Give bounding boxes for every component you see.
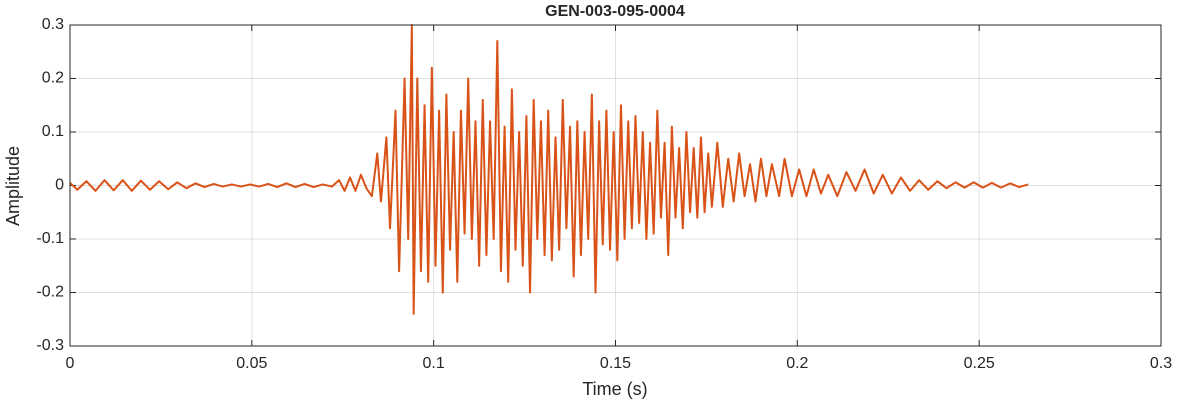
- x-tick-label: 0: [66, 355, 75, 372]
- x-tick-label: 0.05: [236, 355, 267, 372]
- y-tick-label: 0: [55, 177, 64, 194]
- x-tick-label: 0.3: [1150, 355, 1172, 372]
- y-axis-label: Amplitude: [3, 146, 23, 226]
- y-tick-label: -0.2: [36, 284, 64, 301]
- y-tick-label: -0.3: [36, 337, 64, 354]
- y-tick-label: -0.1: [36, 230, 64, 247]
- x-tick-label: 0.2: [786, 355, 808, 372]
- x-tick-label: 0.25: [964, 355, 995, 372]
- chart-title: GEN-003-095-0004: [545, 3, 685, 20]
- waveform-line: [69, 24, 1029, 315]
- x-tick-label: 0.15: [600, 355, 631, 372]
- y-tick-label: 0.1: [42, 123, 64, 140]
- y-tick-label: 0.2: [42, 70, 64, 87]
- plot-frame: [69, 24, 1162, 347]
- x-tick-label: 0.1: [423, 355, 445, 372]
- x-axis-label: Time (s): [582, 379, 647, 399]
- y-tick-label: 0.3: [42, 16, 64, 33]
